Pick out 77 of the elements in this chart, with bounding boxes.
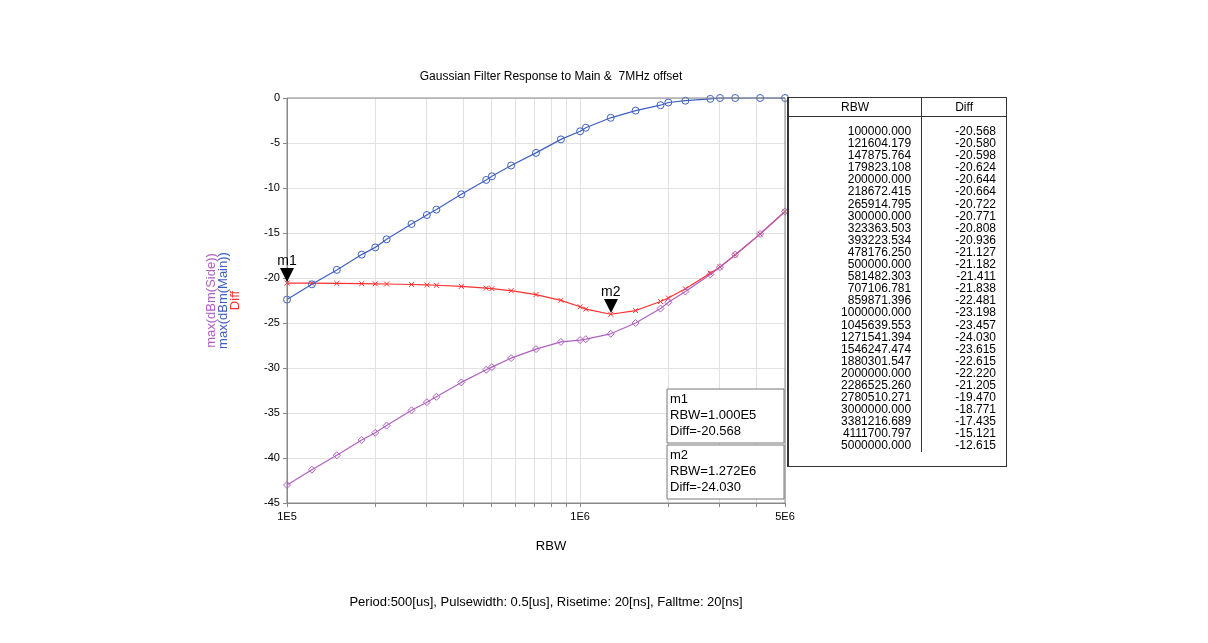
category-label: 323363.503 bbox=[846, 220, 913, 235]
text: -20.598 bbox=[955, 148, 996, 163]
text: -20.624 bbox=[955, 160, 996, 175]
category-label: 1000000.000 bbox=[840, 305, 913, 320]
category-label: 4111700.797 bbox=[842, 426, 913, 441]
x-tick-label: 1E6 bbox=[570, 509, 590, 522]
category-label: 3000000.000 bbox=[840, 402, 913, 417]
text: Diff bbox=[921, 98, 1006, 117]
category-label: 218672.415 bbox=[846, 184, 913, 199]
text: -20.808 bbox=[955, 220, 996, 235]
annotation: m2 bbox=[600, 283, 621, 300]
category-label: 707106.781 bbox=[846, 281, 913, 296]
text: -22.481 bbox=[955, 293, 996, 308]
y-tick-label: -30 bbox=[264, 361, 280, 374]
category-label: 393223.534 bbox=[846, 232, 913, 247]
y-tick-label: -25 bbox=[264, 316, 280, 329]
x-axis-title: RBW bbox=[535, 538, 567, 553]
text: -21.838 bbox=[955, 281, 996, 296]
text: -18.771 bbox=[955, 402, 996, 417]
text: -20.580 bbox=[955, 136, 996, 151]
text: -22.615 bbox=[955, 353, 996, 368]
text: -23.198 bbox=[955, 305, 996, 320]
text: -22.220 bbox=[955, 365, 996, 380]
category-label: 265914.795 bbox=[846, 196, 913, 211]
text: Period:500[us], Pulsewidth: 0.5[us], Risetime: 20[ns], Falltme: 20[ns] bbox=[349, 594, 743, 609]
text: -20.722 bbox=[955, 196, 996, 211]
annotation: m1 bbox=[277, 252, 297, 269]
text: -12.615 bbox=[955, 438, 996, 453]
text: -23.457 bbox=[955, 317, 996, 332]
text: -20.644 bbox=[955, 172, 996, 187]
category-label: 1880301.547 bbox=[840, 353, 913, 368]
category-label: 500000.000 bbox=[846, 257, 913, 272]
x-tick-label: 1E5 bbox=[277, 509, 297, 522]
category-label: 200000.000 bbox=[846, 172, 913, 187]
category-label: 2000000.000 bbox=[840, 365, 913, 380]
x-tick-label: 5E6 bbox=[775, 509, 795, 522]
category-label: 179823.108 bbox=[846, 160, 913, 175]
y-tick-label: -5 bbox=[270, 136, 280, 149]
category-label: 859871.396 bbox=[847, 293, 913, 308]
y-tick-label: -35 bbox=[264, 406, 280, 419]
category-label: 1271541.394 bbox=[840, 329, 913, 344]
text: -15.121 bbox=[955, 426, 996, 441]
text: -20.664 bbox=[955, 184, 996, 199]
text: -21.411 bbox=[956, 269, 996, 284]
text: -20.936 bbox=[955, 232, 996, 247]
text: -17.435 bbox=[955, 414, 996, 429]
text: -21.205 bbox=[955, 377, 996, 392]
y-tick-label: 0 bbox=[273, 91, 280, 104]
category-label: 478176.250 bbox=[846, 244, 913, 259]
y-tick-label: -20 bbox=[264, 271, 280, 284]
category-label: 1045639.553 bbox=[840, 317, 913, 332]
text: RBW bbox=[789, 98, 922, 117]
y-tick-label: -45 bbox=[264, 496, 280, 509]
y-tick-label: -10 bbox=[264, 181, 280, 194]
annotation: m1 RBW=1.000E5 Diff=-20.568 bbox=[670, 391, 757, 438]
text: -19.470 bbox=[955, 390, 996, 405]
y-tick-label: -40 bbox=[264, 451, 280, 464]
category-label: 2780510.271 bbox=[840, 390, 913, 405]
text: -20.771 bbox=[955, 208, 996, 223]
category-label: 121604.179 bbox=[846, 136, 913, 151]
category-label: 2286525.260 bbox=[840, 377, 913, 392]
text: max(dBm(Side)) bbox=[203, 253, 218, 348]
text: -23.615 bbox=[955, 341, 996, 356]
text: -24.030 bbox=[955, 329, 996, 344]
category-label: 581482.303 bbox=[846, 269, 913, 284]
category-label: 100000.000 bbox=[846, 123, 913, 138]
category-label: 1546247.474 bbox=[840, 341, 913, 356]
text: -21.127 bbox=[955, 244, 996, 259]
category-label: 3381216.689 bbox=[840, 414, 913, 429]
category-label: 300000.000 bbox=[846, 208, 913, 223]
text: -20.568 bbox=[955, 124, 996, 138]
text: -21.182 bbox=[955, 257, 996, 272]
category-label: 147875.764 bbox=[846, 148, 913, 163]
annotation: m2 RBW=1.272E6 Diff=-24.030 bbox=[670, 447, 757, 494]
y-tick-label: -15 bbox=[264, 226, 280, 239]
category-label: 5000000.000 bbox=[840, 438, 913, 453]
chart-title: Gaussian Filter Response to Main & 7MHz offset bbox=[419, 69, 683, 83]
